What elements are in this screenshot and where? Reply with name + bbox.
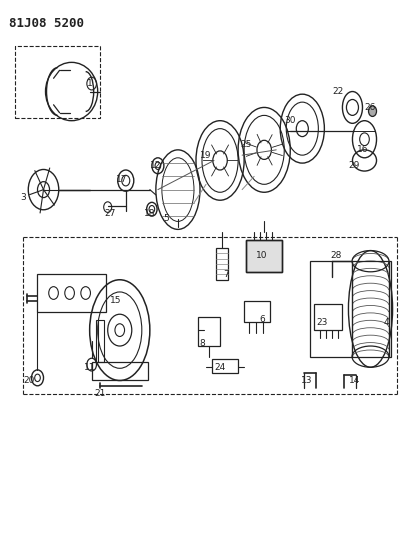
Bar	[96, 319, 104, 362]
Text: 1: 1	[87, 79, 93, 88]
Text: 3: 3	[21, 193, 26, 202]
Text: 22: 22	[333, 87, 344, 96]
Text: 81J08 5200: 81J08 5200	[9, 17, 84, 30]
Bar	[310, 261, 391, 357]
Text: 27: 27	[104, 209, 116, 218]
Bar	[216, 248, 228, 280]
Bar	[38, 274, 106, 312]
Text: 12: 12	[150, 161, 162, 170]
Text: 4: 4	[384, 318, 389, 327]
Text: 11: 11	[84, 363, 95, 372]
Text: 8: 8	[199, 339, 205, 348]
Text: 29: 29	[349, 161, 360, 170]
Bar	[198, 317, 220, 346]
Text: 23: 23	[317, 318, 328, 327]
Text: 7: 7	[223, 270, 229, 279]
Text: 6: 6	[259, 315, 265, 324]
Text: 13: 13	[301, 376, 312, 385]
Text: 16: 16	[357, 146, 368, 155]
Text: 21: 21	[94, 389, 105, 398]
Circle shape	[368, 106, 377, 116]
Text: 19: 19	[200, 151, 212, 160]
Text: 14: 14	[349, 376, 360, 385]
Bar	[246, 240, 282, 272]
Text: 28: 28	[331, 252, 342, 261]
Bar	[246, 240, 282, 272]
Text: 18: 18	[144, 209, 156, 218]
Bar	[212, 359, 238, 373]
Bar	[244, 301, 270, 322]
Text: 17: 17	[116, 174, 128, 183]
Text: 10: 10	[257, 252, 268, 261]
Bar	[15, 46, 100, 118]
Bar	[92, 362, 148, 381]
Text: 25: 25	[240, 140, 252, 149]
Text: 26: 26	[365, 103, 376, 112]
Text: 20: 20	[24, 376, 35, 385]
Text: 24: 24	[215, 363, 226, 372]
Text: 15: 15	[110, 296, 122, 305]
Text: 5: 5	[163, 214, 169, 223]
Bar	[314, 304, 343, 330]
Text: 30: 30	[284, 116, 296, 125]
